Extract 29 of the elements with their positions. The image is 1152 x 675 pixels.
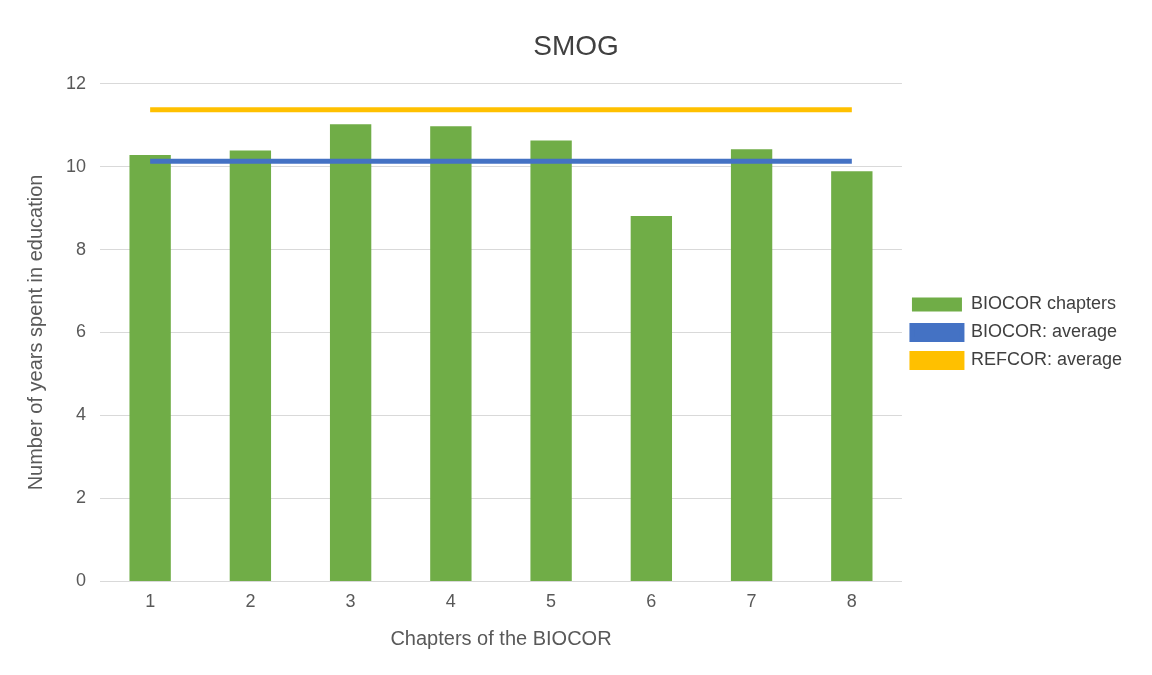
- x-axis-title: Chapters of the BIOCOR: [390, 626, 612, 649]
- y-tick-label: 0: [76, 570, 87, 591]
- y-tick-label: 12: [65, 72, 87, 93]
- x-tick-label: 3: [345, 591, 356, 612]
- x-tick-label: 2: [245, 591, 256, 612]
- legend-label: BIOCOR chapters: [970, 293, 1116, 314]
- bar: [630, 215, 673, 581]
- x-tick-label: 6: [646, 591, 657, 612]
- bar: [229, 150, 272, 581]
- x-tick-label: 4: [445, 591, 456, 612]
- y-axis-title: Number of years spent in education: [23, 174, 46, 491]
- x-tick-label: 5: [546, 591, 557, 612]
- x-tick-label: 8: [846, 591, 857, 612]
- y-tick-label: 2: [76, 487, 87, 508]
- y-tick-label: 10: [65, 155, 87, 176]
- chart-title: SMOG: [533, 29, 619, 61]
- legend-label: REFCOR: average: [970, 349, 1123, 370]
- legend-label: BIOCOR: average: [970, 321, 1118, 342]
- y-tick-label: 6: [76, 321, 87, 342]
- y-tick-label: 8: [76, 238, 87, 259]
- bar: [831, 171, 873, 581]
- bar: [129, 154, 171, 581]
- y-tick-label: 4: [76, 404, 87, 425]
- bar: [730, 149, 773, 581]
- bar: [329, 124, 372, 581]
- bar: [430, 126, 472, 581]
- x-tick-label: 1: [145, 591, 156, 612]
- bar: [530, 140, 572, 581]
- x-tick-label: 7: [746, 591, 757, 612]
